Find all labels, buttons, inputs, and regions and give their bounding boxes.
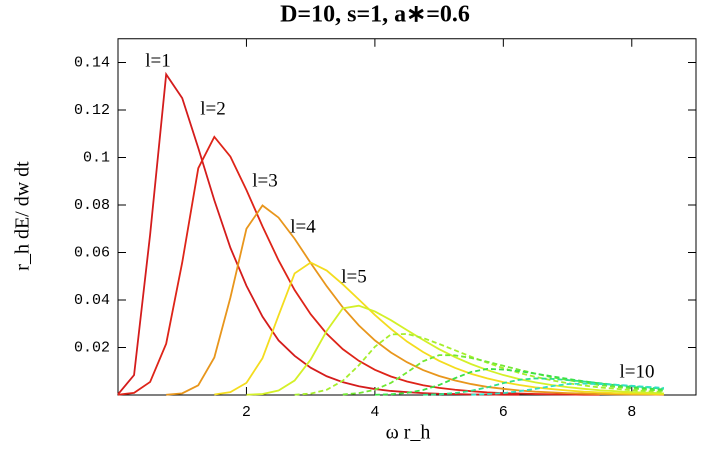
series-line	[246, 304, 664, 396]
x-tick-label: 8	[628, 403, 636, 420]
series-label: l=1	[145, 50, 171, 71]
y-tick-label: 0.06	[74, 244, 110, 261]
series-line	[117, 135, 600, 396]
plot-frame	[117, 38, 697, 396]
x-tick-label: 2	[242, 403, 250, 420]
y-tick-label: 0.08	[74, 197, 110, 214]
series-label: l=3	[252, 170, 278, 191]
series-line	[374, 367, 664, 396]
x-axis-label: ω r_h	[386, 422, 431, 444]
series-line	[214, 261, 664, 396]
series-label: l=5	[341, 266, 367, 287]
series-line	[117, 71, 520, 396]
y-tick-label: 0.04	[74, 292, 110, 309]
series-line	[471, 382, 664, 396]
series-label: l=10	[620, 361, 655, 382]
y-tick-label: 0.14	[74, 54, 110, 71]
x-tick-label: 4	[371, 403, 379, 420]
series-label: l=2	[200, 98, 226, 119]
series-label: l=4	[290, 216, 316, 237]
y-tick-label: 0.02	[74, 339, 110, 356]
y-axis-label: r_h dE/ dw dt	[12, 161, 34, 271]
y-tick-label: 0.1	[83, 149, 110, 166]
series-line	[166, 204, 664, 396]
x-tick-label: 6	[499, 403, 507, 420]
y-tick-label: 0.12	[74, 102, 110, 119]
series-line	[342, 354, 664, 396]
chart-title: D=10, s=1, a∗=0.6	[280, 2, 470, 28]
